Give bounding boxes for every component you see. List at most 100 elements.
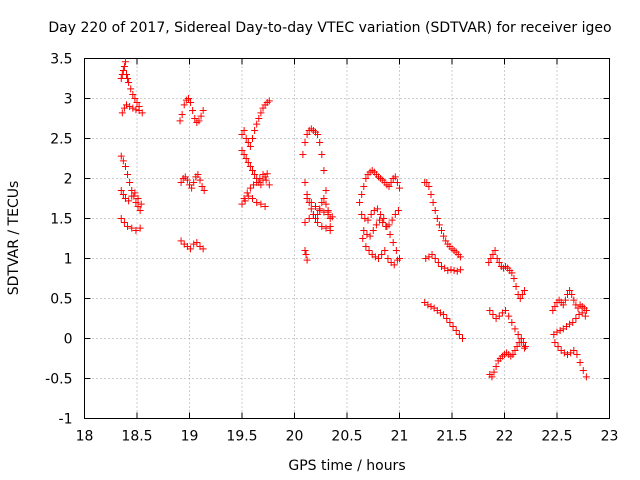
data-point: [572, 315, 580, 322]
y-tick-label: 2.5: [50, 132, 72, 148]
axis-ticks: [84, 58, 610, 419]
data-point: [522, 343, 529, 350]
data-point: [301, 219, 309, 226]
data-point: [582, 307, 590, 314]
data-point: [263, 170, 271, 178]
data-point: [573, 351, 581, 358]
data-point: [136, 207, 144, 214]
data-point: [569, 319, 577, 326]
data-point: [132, 199, 140, 206]
data-point: [299, 151, 307, 158]
data-point: [358, 191, 366, 198]
series-group: [117, 58, 146, 234]
data-point: [256, 175, 264, 182]
data-point: [303, 131, 311, 138]
x-tick-label: 20: [286, 429, 304, 445]
data-point: [520, 344, 528, 352]
data-point: [549, 307, 557, 314]
data-point: [249, 135, 256, 142]
data-point: [435, 221, 443, 229]
data-point: [566, 320, 574, 328]
data-point: [253, 120, 261, 128]
data-point: [502, 307, 510, 314]
data-point: [188, 184, 196, 192]
data-point: [554, 343, 562, 350]
data-point: [443, 315, 451, 322]
data-point: [320, 208, 328, 216]
data-point: [249, 167, 256, 174]
data-point: [126, 103, 134, 110]
data-point: [257, 200, 265, 208]
data-point: [314, 219, 322, 226]
data-point: [194, 171, 202, 178]
data-point: [427, 191, 435, 198]
x-tick-label: 21.5: [436, 429, 467, 445]
data-point: [362, 175, 370, 182]
data-point: [360, 227, 368, 234]
data-point: [318, 199, 326, 206]
data-point: [138, 109, 146, 117]
grid-lines: [84, 58, 610, 419]
data-point: [265, 181, 273, 189]
data-point: [449, 323, 457, 330]
x-tick-label: 22: [496, 429, 514, 445]
data-point: [428, 251, 436, 258]
data-point: [314, 131, 322, 138]
data-point: [301, 139, 309, 146]
y-tick-label: 2: [64, 172, 73, 188]
data-point: [489, 311, 497, 318]
data-point: [425, 183, 433, 190]
data-point: [386, 231, 394, 238]
data-point: [456, 266, 464, 274]
data-point: [365, 247, 373, 254]
data-point: [392, 247, 400, 254]
y-tick-label: 0: [64, 332, 73, 348]
data-point: [431, 207, 439, 214]
data-point: [117, 215, 125, 222]
data-point: [117, 152, 125, 160]
data-point: [246, 163, 254, 170]
y-tick-label: 1: [64, 252, 73, 268]
data-point: [440, 232, 448, 240]
data-point: [486, 307, 494, 314]
data-point: [367, 211, 375, 218]
data-point: [551, 303, 559, 310]
data-point: [132, 106, 140, 114]
x-tick-label: 23: [601, 429, 619, 445]
data-point: [390, 261, 398, 269]
data-point: [391, 211, 399, 218]
data-point: [119, 191, 127, 198]
data-point: [380, 215, 388, 222]
series-group: [238, 97, 273, 210]
data-point: [394, 207, 402, 214]
data-point: [582, 373, 590, 381]
data-point: [382, 223, 390, 230]
data-point: [136, 224, 144, 232]
data-point: [257, 181, 265, 189]
data-point: [514, 331, 522, 338]
data-point: [378, 251, 386, 258]
data-point: [120, 63, 128, 70]
x-tick-label: 20.5: [331, 429, 362, 445]
data-point: [371, 253, 379, 261]
data-point: [127, 85, 135, 93]
data-point: [570, 347, 578, 354]
data-point: [137, 200, 145, 208]
data-point: [459, 335, 466, 342]
data-point: [489, 251, 497, 258]
data-point: [372, 221, 380, 229]
data-point: [244, 139, 252, 146]
data-point: [579, 367, 587, 374]
data-point: [456, 253, 464, 261]
data-point: [318, 223, 326, 230]
data-point: [516, 295, 524, 302]
data-point: [251, 171, 259, 178]
data-point: [322, 187, 330, 194]
x-axis-label: GPS time / hours: [288, 458, 405, 474]
data-point: [128, 224, 136, 232]
data-point: [318, 151, 326, 158]
data-point: [316, 139, 324, 146]
data-point: [359, 235, 367, 242]
data-point: [123, 71, 130, 78]
data-point: [581, 312, 589, 320]
